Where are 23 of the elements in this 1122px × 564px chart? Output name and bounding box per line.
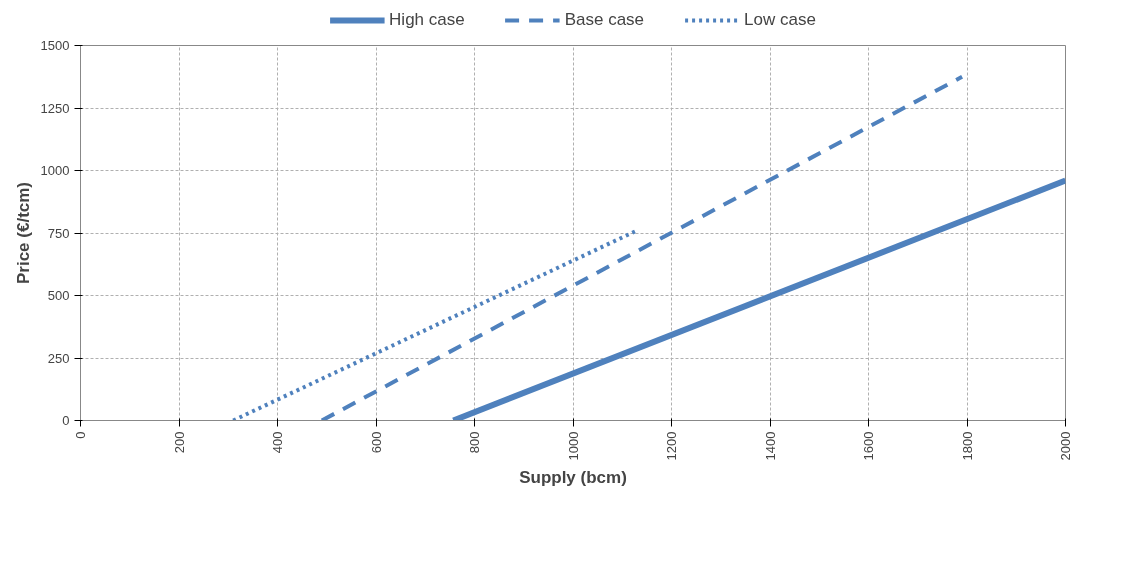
x-axis-title: Supply (bcm) <box>519 468 627 488</box>
x-tick-label: 2000 <box>1058 431 1073 461</box>
x-tick-label: 200 <box>171 431 187 454</box>
y-tick-label: 500 <box>47 288 70 303</box>
y-tick-label: 0 <box>62 413 70 428</box>
x-tick-label: 1400 <box>762 431 778 461</box>
x-tick-label: 600 <box>368 431 384 454</box>
y-axis-title: Price (€/tcm) <box>13 181 33 285</box>
x-tick-label: 1800 <box>959 431 975 461</box>
y-tick-label: 1250 <box>40 100 70 116</box>
legend-label: Base case <box>564 10 645 30</box>
y-tick-label: 1500 <box>40 38 70 53</box>
legend-label: High case <box>389 10 465 30</box>
y-tick-label: 1000 <box>40 163 70 178</box>
x-tick-label: 0 <box>73 431 88 439</box>
y-tick-label: 250 <box>47 350 70 366</box>
x-tick-label: 1600 <box>861 431 876 461</box>
legend-label: Low case <box>744 10 816 30</box>
x-tick-label: 800 <box>467 431 482 454</box>
x-tick-label: 1000 <box>565 431 581 461</box>
y-tick-label: 750 <box>47 225 70 241</box>
x-tick-label: 1200 <box>664 431 679 461</box>
x-tick-label: 400 <box>270 431 285 454</box>
